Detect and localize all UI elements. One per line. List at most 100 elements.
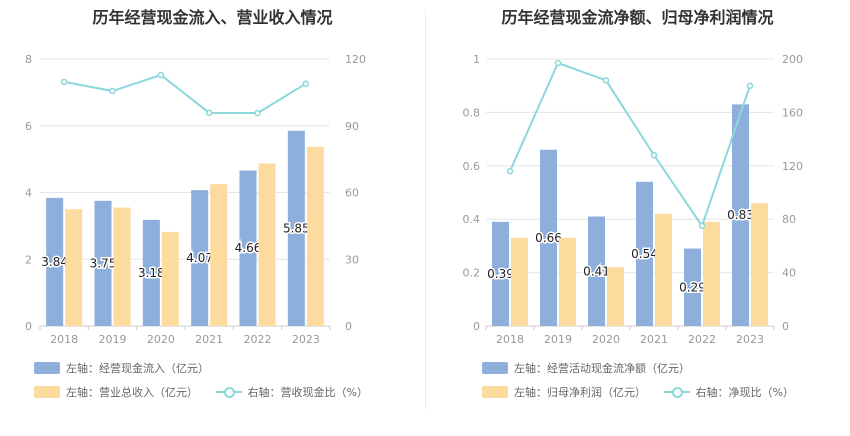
- y-tick-label-right: 80: [782, 213, 796, 226]
- y-tick-label-right: 0: [345, 320, 352, 333]
- legend-item-net-cash-flow[interactable]: 左轴：经营活动现金流净额（亿元）: [482, 360, 690, 376]
- x-tick-label: 2022: [244, 333, 272, 346]
- bar-orange: [113, 207, 131, 326]
- legend-label: 右轴：营收现金比（%）: [247, 386, 368, 399]
- y-tick-label-right: 30: [345, 253, 359, 266]
- bar-blue: [94, 200, 112, 326]
- bar-data-label: 5.85: [283, 221, 310, 235]
- y-tick-label-left: 2: [25, 253, 32, 266]
- y-tick-label-right: 160: [782, 106, 803, 119]
- x-tick-label: 2020: [592, 333, 620, 346]
- y-tick-label-left: 6: [25, 120, 32, 133]
- y-tick-label-right: 60: [345, 187, 359, 200]
- ratio-point: [698, 222, 706, 230]
- bar-blue: [636, 181, 653, 326]
- bar-orange: [703, 221, 720, 326]
- chart-title: 历年经营现金流入、营业收入情况: [92, 8, 333, 27]
- bar-blue: [191, 190, 209, 326]
- bar-data-label: 0.39: [487, 267, 514, 281]
- y-tick-label-left: 0: [25, 320, 32, 333]
- chart-panel-cash-inflow: 历年经营现金流入、营业收入情况 0 0 2 30 4 60 6 90 8 120 2018 2019 2…: [25, 8, 382, 401]
- y-tick-label-left: 8: [25, 53, 32, 66]
- legend-item-revenue[interactable]: 左轴：营业总收入（亿元）: [34, 384, 198, 400]
- legend-item-cash-inflow[interactable]: 左轴：经营现金流入（亿元）: [34, 360, 209, 376]
- bar-orange: [559, 237, 576, 326]
- x-tick-label: 2023: [736, 333, 764, 346]
- ratio-point: [109, 87, 116, 95]
- bar-data-label: 0.41: [583, 264, 610, 278]
- legend-line-marker-icon: [215, 386, 242, 398]
- legend-swatch-blue: [34, 362, 60, 374]
- bar-orange: [655, 213, 672, 326]
- chart-plot-area: 0 0 2 30 4 60 6 90 8 120 2018 2019 2020 2021 2022 2023 3…: [25, 53, 366, 346]
- y-tick-label-right: 120: [345, 53, 366, 66]
- bar-data-label: 4.66: [235, 241, 262, 255]
- y-tick-label-left: 0.4: [463, 213, 481, 226]
- ratio-point: [205, 109, 213, 117]
- x-tick-label: 2020: [147, 333, 175, 346]
- ratio-point: [302, 80, 310, 87]
- x-tick-label: 2019: [544, 333, 572, 346]
- x-tick-label: 2023: [292, 333, 320, 346]
- x-tick-label: 2018: [496, 333, 524, 346]
- ratio-point: [157, 71, 165, 79]
- y-tick-label-right: 120: [782, 160, 803, 173]
- ratio-point: [746, 82, 754, 89]
- bar-orange: [306, 146, 324, 326]
- bar-blue: [142, 219, 160, 326]
- legend-row-2: 左轴：营业总收入（亿元） 右轴：营收现金比（%）: [34, 384, 382, 401]
- chart-title: 历年经营现金流净额、归母净利润情况: [501, 8, 774, 27]
- ratio-line: [509, 61, 751, 229]
- y-tick-label-left: 4: [25, 187, 32, 200]
- bar-orange: [511, 237, 528, 326]
- chart-panel-net-cash-flow: 历年经营现金流净额、归母净利润情况 0 0 0.2 40 0.4 80 0.6 120 0.8 1…: [425, 0, 850, 436]
- x-tick-label: 2021: [195, 333, 223, 346]
- legend-item-net-profit[interactable]: 左轴：归母净利润（亿元）: [482, 384, 646, 400]
- y-tick-label-right: 90: [345, 120, 359, 133]
- bar-blue: [588, 216, 605, 326]
- legend-line-marker-icon: [663, 386, 690, 398]
- x-tick-label: 2019: [99, 333, 127, 346]
- legend-swatch-blue: [482, 362, 508, 374]
- ratio-point: [650, 151, 658, 159]
- y-tick-label-left: 0: [473, 320, 480, 333]
- bar-data-label: 0.29: [679, 280, 706, 294]
- legend-item-cash-ratio[interactable]: 右轴：营收现金比（%）: [215, 384, 368, 400]
- x-tick-label: 2021: [640, 333, 668, 346]
- legend-label: 左轴：经营现金流入（亿元）: [66, 362, 209, 375]
- bar-orange: [65, 209, 83, 326]
- y-tick-label-right: 200: [782, 53, 803, 66]
- y-tick-label-left: 0.8: [463, 106, 481, 119]
- bar-blue: [287, 130, 305, 326]
- bar-blue: [46, 197, 64, 326]
- y-tick-label-right: 40: [782, 267, 796, 280]
- legend-row-1: 左轴：经营活动现金流净额（亿元）: [482, 360, 704, 377]
- ratio-point: [554, 59, 562, 67]
- y-tick-label-left: 1: [473, 53, 480, 66]
- bar-data-label: 0.66: [535, 231, 562, 245]
- legend-row-1: 左轴：经营现金流入（亿元）: [34, 360, 223, 377]
- x-tick-label: 2022: [688, 333, 716, 346]
- legend-item-net-cash-ratio[interactable]: 右轴：净现比（%）: [663, 384, 794, 400]
- bar-orange: [161, 231, 179, 326]
- y-tick-label-left: 0.6: [463, 160, 481, 173]
- ratio-point: [60, 78, 68, 86]
- legend-label: 右轴：净现比（%）: [695, 386, 794, 399]
- legend-row-2: 左轴：归母净利润（亿元） 右轴：净现比（%）: [482, 384, 808, 401]
- bar-data-label: 3.75: [90, 256, 117, 270]
- legend-label: 左轴：归母净利润（亿元）: [514, 386, 646, 399]
- bar-data-label: 0.54: [631, 247, 658, 261]
- bar-data-label: 3.84: [41, 255, 68, 269]
- ratio-line: [63, 73, 307, 115]
- bar-data-label: 3.18: [138, 266, 165, 280]
- bar-orange: [210, 184, 228, 326]
- ratio-point: [602, 77, 610, 84]
- x-tick-label: 2018: [50, 333, 78, 346]
- panel-divider: [425, 10, 426, 410]
- ratio-point: [254, 109, 261, 117]
- y-tick-label-right: 0: [782, 320, 789, 333]
- y-tick-label-left: 0.2: [463, 267, 481, 280]
- bar-orange: [607, 267, 624, 326]
- bar-blue: [684, 248, 701, 326]
- bar-data-label: 4.07: [186, 251, 213, 265]
